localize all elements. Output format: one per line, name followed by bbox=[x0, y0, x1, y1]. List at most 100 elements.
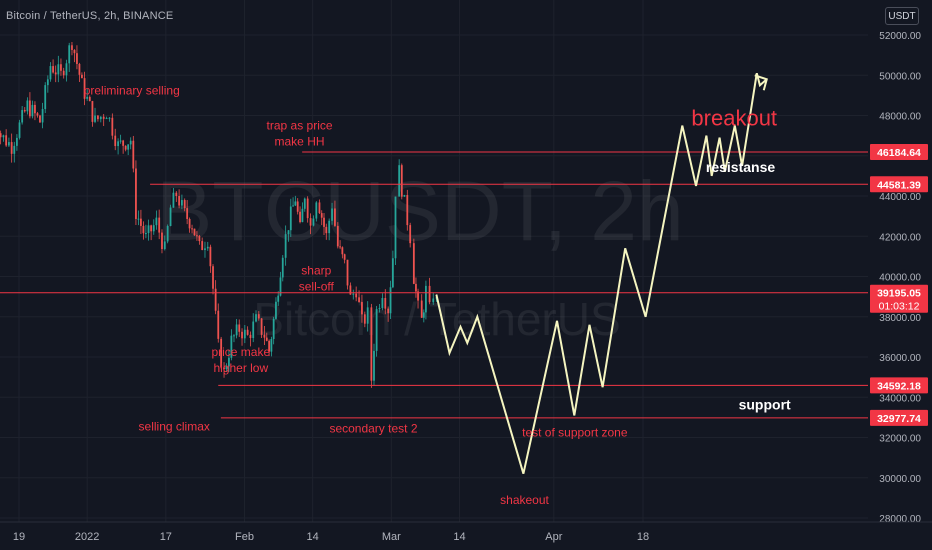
candle-body bbox=[425, 285, 427, 313]
candle-body bbox=[117, 141, 120, 147]
time-tick-label: 2022 bbox=[75, 531, 99, 543]
candle-body bbox=[387, 308, 390, 314]
candle-body bbox=[323, 217, 325, 227]
candle-body bbox=[39, 115, 41, 123]
candle-body bbox=[76, 53, 78, 64]
candle-body bbox=[161, 232, 163, 250]
candle-body bbox=[99, 116, 102, 120]
candle-body bbox=[18, 122, 21, 138]
candle-body bbox=[220, 338, 223, 368]
candle-body bbox=[2, 135, 5, 138]
candle-body bbox=[94, 115, 96, 122]
price-tick-label: 42000.00 bbox=[879, 232, 921, 243]
candle-body bbox=[339, 246, 341, 248]
candle-body bbox=[169, 207, 172, 227]
candle-body bbox=[246, 329, 249, 335]
candle-body bbox=[358, 297, 360, 303]
annotation-label: price make bbox=[211, 345, 270, 359]
candle-body bbox=[183, 200, 186, 209]
candle-body bbox=[373, 350, 375, 381]
candle-body bbox=[346, 259, 349, 286]
price-tag-label: 34592.18 bbox=[877, 380, 921, 392]
candle-body bbox=[201, 241, 204, 250]
candle-body bbox=[389, 287, 392, 314]
price-tick-label: 34000.00 bbox=[879, 393, 921, 404]
candle-body bbox=[312, 218, 315, 226]
candle-body bbox=[255, 314, 257, 322]
candle-body bbox=[181, 200, 183, 206]
price-tick-label: 44000.00 bbox=[879, 192, 921, 203]
candle-body bbox=[287, 230, 290, 235]
candle-body bbox=[31, 104, 34, 117]
candle-body bbox=[152, 225, 155, 232]
candle-body bbox=[336, 225, 339, 247]
candle-body bbox=[417, 291, 419, 301]
candle-body bbox=[132, 140, 135, 169]
price-tag-bg bbox=[870, 284, 928, 313]
candle-body bbox=[309, 218, 312, 226]
currency-unit-button[interactable]: USDT bbox=[885, 7, 919, 25]
price-tag-bg bbox=[870, 377, 928, 394]
candle-body bbox=[394, 196, 397, 259]
candle-body bbox=[147, 225, 150, 234]
candle-body bbox=[124, 145, 127, 150]
candle-body bbox=[108, 117, 111, 119]
price-tag-bg bbox=[870, 144, 928, 161]
candle-body bbox=[122, 140, 125, 146]
annotation-label: test of support zone bbox=[522, 425, 628, 439]
time-tick-label: 17 bbox=[160, 531, 172, 543]
price-tick-label: 32000.00 bbox=[879, 434, 921, 445]
candle-body bbox=[391, 258, 394, 288]
candle-body bbox=[163, 241, 166, 250]
candle-body bbox=[65, 63, 68, 76]
candle-body bbox=[140, 218, 142, 226]
candle-body bbox=[178, 195, 181, 206]
candle-body bbox=[137, 218, 140, 220]
grid bbox=[0, 0, 868, 522]
candle-body bbox=[186, 208, 189, 219]
price-axis[interactable]: 28000.00 30000.00 32000.00 34000.00 36000.00… bbox=[870, 31, 928, 525]
candle-body bbox=[292, 205, 294, 207]
price-tick-label: 38000.00 bbox=[879, 313, 921, 324]
time-tick-label: 19 bbox=[13, 531, 25, 543]
candle-body bbox=[294, 201, 297, 206]
candle-body bbox=[241, 331, 243, 339]
candle-body bbox=[334, 208, 336, 226]
annotation-label: secondary test 2 bbox=[329, 421, 417, 435]
candle-body bbox=[432, 298, 435, 303]
candle-body bbox=[23, 110, 26, 112]
candle-body bbox=[83, 78, 86, 99]
candle-body bbox=[235, 324, 238, 336]
candles bbox=[0, 42, 438, 388]
candle-body bbox=[10, 142, 13, 154]
time-axis[interactable]: 19 2022 17 Feb 14 Mar 14 Apr 18 bbox=[0, 521, 932, 543]
candle-body bbox=[217, 310, 220, 339]
candle-body bbox=[16, 137, 18, 146]
candle-body bbox=[363, 314, 366, 324]
candle-body bbox=[191, 228, 193, 230]
annotation-label: sharp bbox=[301, 263, 331, 277]
time-tick-label: Mar bbox=[382, 531, 401, 543]
candle-body bbox=[238, 324, 241, 332]
time-tick-label: 18 bbox=[637, 531, 649, 543]
candle-body bbox=[34, 104, 36, 114]
candle-body bbox=[331, 208, 333, 221]
candle-body bbox=[306, 198, 309, 219]
candle-body bbox=[230, 335, 233, 358]
time-tick-label: Feb bbox=[235, 531, 254, 543]
symbol-title: Bitcoin / TetherUS, 2h, BINANCE bbox=[6, 10, 174, 22]
annotation-label: sell-off bbox=[299, 280, 335, 294]
candle-body bbox=[318, 202, 321, 214]
candle-body bbox=[0, 133, 2, 138]
candle-body bbox=[428, 285, 431, 303]
annotations: preliminary selling trap as price make HH s… bbox=[84, 83, 791, 507]
candle-body bbox=[352, 293, 355, 295]
candle-body bbox=[73, 49, 76, 54]
projection bbox=[435, 72, 768, 474]
candle-body bbox=[355, 293, 358, 298]
candle-body bbox=[361, 302, 363, 315]
annotation-label: shakeout bbox=[500, 493, 549, 507]
candle-body bbox=[272, 318, 275, 339]
annotation-label: support bbox=[739, 396, 791, 412]
